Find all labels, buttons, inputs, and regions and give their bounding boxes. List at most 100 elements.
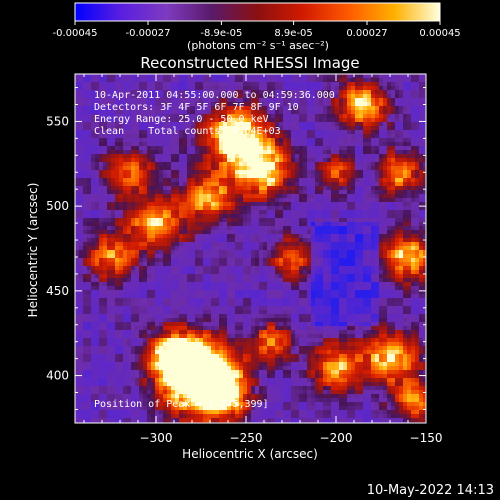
heatmap-cell (267, 298, 271, 302)
heatmap-cell (239, 298, 243, 302)
heatmap-cell (291, 418, 295, 422)
heatmap-cell (239, 366, 243, 370)
heatmap-cell (99, 266, 103, 270)
heatmap-cell (123, 354, 127, 358)
heatmap-cell (91, 366, 95, 370)
heatmap-cell (223, 86, 227, 90)
heatmap-cell (147, 294, 151, 298)
heatmap-cell (203, 106, 207, 110)
heatmap-cell (147, 114, 151, 118)
heatmap-cell (147, 290, 151, 294)
heatmap-cell (191, 218, 195, 222)
heatmap-cell (287, 354, 291, 358)
heatmap-cell (155, 74, 159, 78)
heatmap-cell (227, 246, 231, 250)
heatmap-cell (119, 182, 123, 186)
heatmap-cell (123, 346, 127, 350)
heatmap-cell (207, 290, 211, 294)
heatmap-cell (251, 90, 255, 94)
heatmap-cell (267, 222, 271, 226)
heatmap-cell (135, 338, 139, 342)
heatmap-cell (211, 154, 215, 158)
heatmap-cell (231, 314, 235, 318)
heatmap-cell (243, 346, 247, 350)
heatmap-cell (251, 162, 255, 166)
heatmap-cell (159, 230, 163, 234)
heatmap-cell (195, 178, 199, 182)
heatmap-cell (111, 358, 115, 362)
heatmap-cell (291, 298, 295, 302)
heatmap-cell (135, 298, 139, 302)
heatmap-cell (143, 102, 147, 106)
heatmap-cell (99, 374, 103, 378)
heatmap-cell (263, 250, 267, 254)
heatmap-cell (155, 174, 159, 178)
heatmap-cell (219, 138, 223, 142)
heatmap-cell (275, 358, 279, 362)
heatmap-cell (287, 98, 291, 102)
heatmap-cell (95, 382, 99, 386)
heatmap-cell (259, 150, 263, 154)
heatmap-cell (235, 78, 239, 82)
heatmap-cell (171, 178, 175, 182)
heatmap-cell (135, 138, 139, 142)
heatmap-cell (203, 298, 207, 302)
heatmap-cell (243, 326, 247, 330)
heatmap-cell (163, 102, 167, 106)
heatmap-cell (123, 306, 127, 310)
heatmap-cell (131, 106, 135, 110)
heatmap-cell (95, 330, 99, 334)
heatmap-cell (135, 126, 139, 130)
heatmap-cell (195, 214, 199, 218)
heatmap-cell (227, 186, 231, 190)
heatmap-cell (127, 370, 131, 374)
heatmap-cell (139, 370, 143, 374)
heatmap-cell (183, 186, 187, 190)
heatmap-cell (83, 86, 87, 90)
heatmap-cell (295, 186, 299, 190)
heatmap-cell (139, 78, 143, 82)
heatmap-cell (287, 206, 291, 210)
heatmap-cell (107, 74, 111, 78)
heatmap-cell (223, 98, 227, 102)
heatmap-cell (291, 374, 295, 378)
heatmap-cell (123, 98, 127, 102)
heatmap-cell (115, 202, 119, 206)
heatmap-cell (183, 302, 187, 306)
heatmap-cell (191, 354, 195, 358)
heatmap-cell (147, 118, 151, 122)
heatmap-cell (103, 298, 107, 302)
heatmap-cell (211, 254, 215, 258)
heatmap-cell (227, 94, 231, 98)
heatmap-cell (147, 90, 151, 94)
heatmap-cell (267, 386, 271, 390)
heatmap-cell (111, 114, 115, 118)
heatmap-cell (271, 382, 275, 386)
heatmap-cell (207, 218, 211, 222)
heatmap-cell (167, 398, 171, 402)
heatmap-cell (151, 370, 155, 374)
heatmap-cell (151, 146, 155, 150)
heatmap-cell (179, 130, 183, 134)
heatmap-cell (75, 346, 79, 350)
heatmap-cell (235, 254, 239, 258)
heatmap-cell (167, 122, 171, 126)
heatmap-cell (291, 222, 295, 226)
heatmap-cell (219, 370, 223, 374)
heatmap-cell (239, 266, 243, 270)
heatmap-cell (251, 138, 255, 142)
heatmap-cell (123, 290, 127, 294)
heatmap-cell (251, 118, 255, 122)
heatmap-cell (151, 182, 155, 186)
heatmap-cell (243, 106, 247, 110)
heatmap-cell (91, 174, 95, 178)
heatmap-cell (159, 90, 163, 94)
heatmap-cell (243, 286, 247, 290)
heatmap-cell (291, 206, 295, 210)
heatmap-cell (195, 326, 199, 330)
heatmap-cell (127, 298, 131, 302)
heatmap-cell (143, 146, 147, 150)
heatmap-cell (283, 374, 287, 378)
heatmap-cell (119, 110, 123, 114)
heatmap-cell (211, 130, 215, 134)
